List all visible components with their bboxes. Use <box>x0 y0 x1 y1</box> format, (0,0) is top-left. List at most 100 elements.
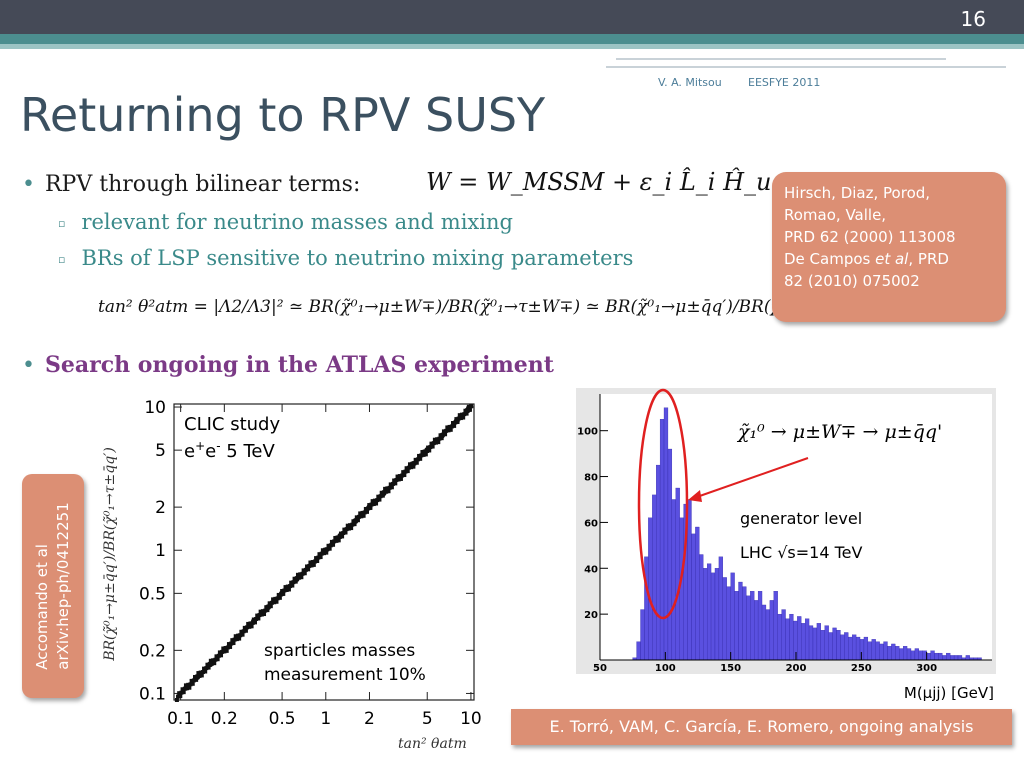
histogram-x-tick-label: 200 <box>786 663 807 674</box>
histogram-bar <box>722 577 727 661</box>
histogram-x-label: M(μjj) [GeV] <box>904 684 994 702</box>
scatter-point <box>358 511 363 516</box>
scatter-point <box>241 629 246 634</box>
scatter-point <box>271 597 276 602</box>
slide-number: 16 <box>960 7 986 31</box>
ref-text: , PRD <box>908 250 949 268</box>
scatter-point <box>307 563 312 568</box>
histogram-bar <box>938 652 943 661</box>
scatter-point <box>300 571 305 576</box>
scatter-point <box>363 506 368 511</box>
scatter-point <box>240 632 245 637</box>
scatter-point <box>260 609 265 614</box>
side-ref-line: arXiv:hep-ph/0412251 <box>54 502 72 670</box>
ref-line: Romao, Valle, <box>784 206 887 224</box>
scatter-x-tick-label: 0.2 <box>211 709 238 729</box>
histogram-x-ticks: 50 100 150 200 250 300 <box>593 652 937 674</box>
histogram-bar <box>902 646 908 661</box>
histogram-bar <box>852 634 857 661</box>
scatter-point <box>466 404 471 409</box>
histogram-bar <box>769 600 774 661</box>
histogram-bar <box>706 563 712 661</box>
scatter-point <box>337 534 342 539</box>
scatter-point <box>377 497 382 502</box>
scatter-point <box>332 539 337 544</box>
scatter-point <box>264 605 269 610</box>
scatter-point <box>458 416 463 421</box>
scatter-point <box>379 490 384 495</box>
scatter-point <box>295 572 300 577</box>
analysis-credit-box: E. Torró, VAM, C. García, E. Romero, ong… <box>511 709 1012 745</box>
scatter-point <box>378 494 383 499</box>
histogram-bar <box>710 572 716 661</box>
histogram-bar <box>950 655 955 661</box>
scatter-point <box>389 485 394 490</box>
scatter-point <box>283 585 288 590</box>
scatter-point <box>202 666 207 671</box>
scatter-point <box>226 642 231 647</box>
scatter-point <box>179 690 184 695</box>
scatter-point <box>216 653 221 658</box>
scatter-point <box>284 587 289 592</box>
side-reference-box <box>22 474 84 698</box>
scatter-point <box>310 560 315 565</box>
scatter-point <box>391 481 396 486</box>
scatter-point <box>318 555 323 560</box>
scatter-point <box>199 673 204 678</box>
histogram-bar <box>789 613 794 661</box>
page-title: Returning to RPV SUSY <box>20 88 546 142</box>
scatter-point <box>371 502 376 507</box>
scatter-x-tick-label: 1 <box>320 709 331 729</box>
sub-bullet-item: ▫ BRs of LSP sensitive to neutrino mixing… <box>58 246 633 270</box>
scatter-point <box>315 558 320 563</box>
scatter-point <box>340 534 345 539</box>
scatter-point <box>432 437 437 442</box>
scatter-point <box>217 650 222 655</box>
header-bar <box>0 0 1024 34</box>
scatter-point <box>405 469 410 474</box>
scatter-point <box>336 538 341 543</box>
scatter-point <box>454 417 459 422</box>
scatter-y-tick-label: 0.5 <box>139 584 166 604</box>
scatter-point <box>357 514 362 519</box>
scatter-point <box>354 515 359 520</box>
scatter-point <box>203 669 208 674</box>
scatter-point <box>427 448 432 453</box>
histogram-bar <box>777 613 782 661</box>
scatter-point <box>233 634 238 639</box>
scatter-point <box>237 636 242 641</box>
scatter-point <box>223 645 228 650</box>
scatter-point <box>372 498 377 503</box>
scatter-point <box>238 633 243 638</box>
histogram-bar <box>887 646 892 661</box>
scatter-point <box>441 429 446 434</box>
scatter-point <box>418 456 423 461</box>
histogram-bar <box>910 650 916 661</box>
scatter-point <box>249 624 254 629</box>
histogram-bar <box>699 554 704 661</box>
histogram-bar <box>730 572 735 661</box>
scatter-point <box>306 567 311 572</box>
scatter-point <box>267 601 272 606</box>
scatter-point <box>302 571 307 576</box>
scatter-point <box>443 432 448 437</box>
histogram-bar <box>718 556 723 661</box>
square-bullet-icon: ▫ <box>58 253 66 266</box>
scatter-point <box>250 620 255 625</box>
scatter-point <box>239 629 244 634</box>
scatter-point <box>446 428 451 433</box>
header-stripe <box>0 34 1024 44</box>
side-ref-line: Accomando et al <box>33 544 51 670</box>
scatter-point <box>303 567 308 572</box>
scatter-point <box>381 490 386 495</box>
scatter-y-tick-label: 10 <box>144 398 166 418</box>
scatter-point <box>228 644 233 649</box>
ref-line: PRD 62 (2000) 113008 <box>784 228 956 246</box>
histogram-x-tick-label: 300 <box>916 663 937 674</box>
histogram-bar <box>804 618 810 661</box>
histogram-bar <box>820 630 825 661</box>
scatter-point <box>259 612 264 617</box>
scatter-point <box>232 637 237 642</box>
scatter-point <box>369 502 374 507</box>
scatter-point <box>397 474 402 479</box>
